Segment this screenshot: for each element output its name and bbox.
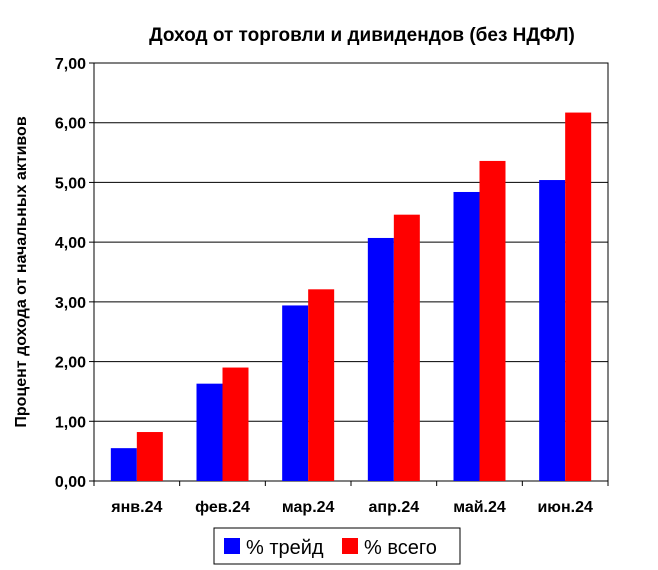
y-tick-label: 7,00	[55, 56, 86, 73]
x-tick-label: фев.24	[195, 499, 250, 516]
bar	[393, 214, 420, 481]
bar	[367, 237, 394, 481]
gridlines	[94, 122, 608, 422]
legend-label: % всего	[364, 537, 437, 559]
chart-title: Доход от торговли и дивидендов (без НДФЛ…	[149, 25, 575, 46]
bar	[479, 160, 506, 481]
y-axis-ticks: 0,00 1,00 2,00 3,00 4,00 5,00 6,00 7,00	[55, 56, 94, 491]
bar	[196, 383, 223, 481]
bar	[308, 289, 335, 481]
x-tick-label: июн.24	[537, 499, 593, 516]
x-tick-label: мар.24	[282, 499, 335, 516]
bar	[222, 367, 249, 481]
legend: % трейд % всего	[213, 527, 461, 565]
y-tick-label: 2,00	[55, 355, 86, 372]
bars	[110, 112, 592, 482]
bar	[110, 448, 137, 481]
bar	[565, 112, 592, 481]
x-tick-label: май.24	[453, 499, 506, 516]
y-tick-label: 3,00	[55, 295, 86, 312]
legend-swatch	[342, 538, 358, 554]
x-axis-ticks: янв.24 фев.24 мар.24 апр.24 май.24 июн.24	[93, 481, 609, 516]
bar	[539, 180, 566, 482]
legend-label: % трейд	[246, 537, 324, 559]
y-tick-label: 5,00	[55, 175, 86, 192]
y-tick-label: 0,00	[55, 474, 86, 491]
y-tick-label: 4,00	[55, 235, 86, 252]
x-tick-label: апр.24	[369, 499, 420, 516]
y-tick-label: 1,00	[55, 414, 86, 431]
plot-area	[93, 62, 609, 482]
bar	[136, 432, 163, 481]
legend-swatch	[224, 538, 240, 554]
y-axis-label: Процент дохода от начальных активов	[13, 116, 30, 427]
bar	[453, 191, 480, 482]
bar	[282, 305, 309, 481]
y-tick-label: 6,00	[55, 116, 86, 133]
legend-box	[213, 527, 461, 565]
x-tick-label: янв.24	[110, 499, 162, 516]
